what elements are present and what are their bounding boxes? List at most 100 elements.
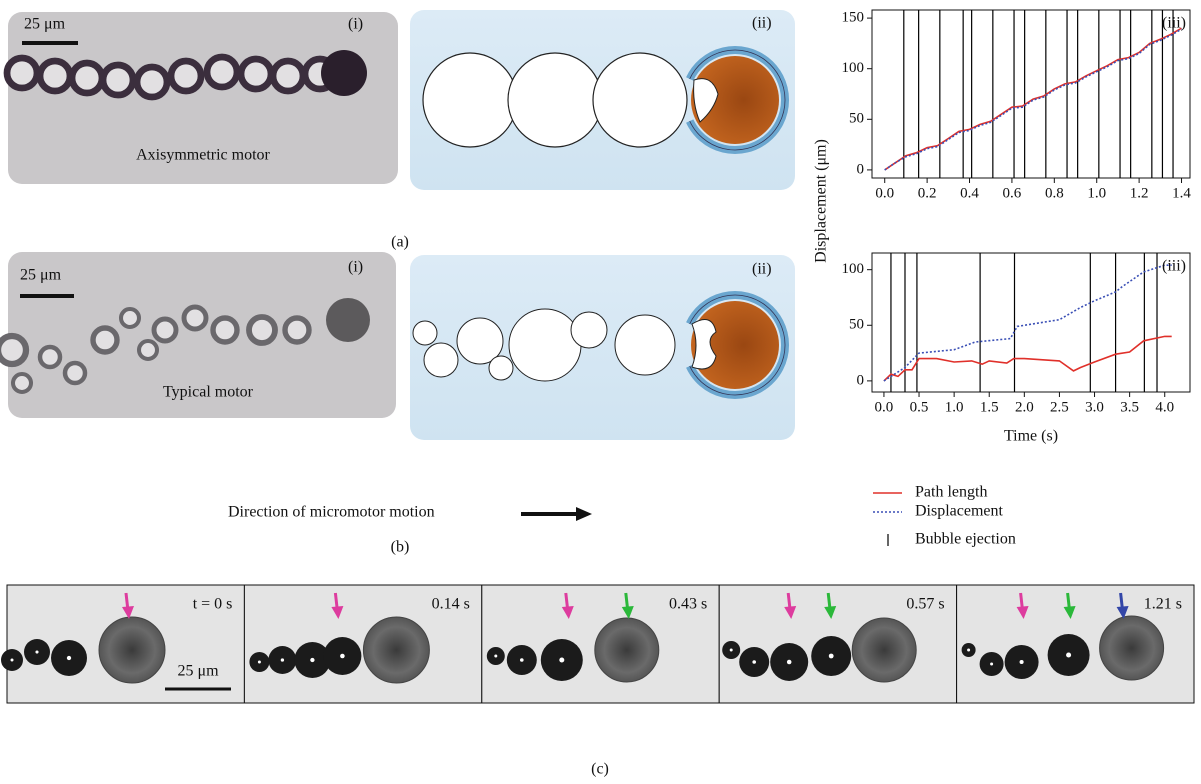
arrowhead — [122, 606, 134, 619]
x-tick-label: 3.5 — [1120, 399, 1139, 415]
x-tick-label: 1.4 — [1172, 185, 1191, 201]
direction-label: Direction of micromotor motion — [228, 504, 435, 521]
x-tick-label: 3.0 — [1085, 399, 1104, 415]
bubble — [237, 55, 275, 93]
bubble — [167, 57, 205, 95]
motor-core — [691, 301, 779, 389]
bubble-highlight — [494, 654, 498, 658]
bubble — [488, 355, 514, 381]
arrowhead — [824, 606, 837, 619]
time-label: 0.43 s — [669, 596, 707, 613]
bubble — [151, 316, 179, 344]
panel-tag: (iii) — [1162, 258, 1186, 275]
bubble-highlight — [786, 659, 792, 665]
x-tick-label: 2.5 — [1050, 399, 1069, 415]
bubble — [133, 63, 171, 101]
motor — [321, 50, 367, 96]
motor — [362, 616, 430, 684]
arrowhead — [1063, 606, 1076, 619]
series-line — [884, 27, 1182, 171]
bubble-highlight — [280, 658, 285, 662]
motor-cavity — [693, 78, 719, 123]
y-tick-label: 50 — [849, 111, 864, 127]
time-label: 1.21 s — [1144, 596, 1182, 613]
motor — [851, 617, 917, 683]
y-tick-label: 50 — [849, 317, 864, 333]
panel-label: (b) — [391, 539, 410, 556]
photo-a: 25 μm (i) Axisymmetric motor — [3, 12, 398, 184]
x-tick-label: 4.0 — [1155, 399, 1174, 415]
schematic-a: (ii) — [410, 10, 795, 190]
x-tick-label: 0.0 — [875, 399, 894, 415]
x-tick-label: 0.4 — [960, 185, 979, 201]
motor-core — [691, 56, 779, 144]
x-tick-label: 1.5 — [980, 399, 999, 415]
time-label: t = 0 s — [193, 596, 233, 613]
x-tick-label: 1.0 — [945, 399, 964, 415]
bubble — [0, 332, 30, 368]
y-tick-label: 0 — [857, 161, 865, 177]
bubble-highlight — [559, 657, 565, 663]
caption: Axisymmetric motor — [136, 147, 270, 164]
bubble — [423, 342, 459, 378]
x-tick-label: 2.0 — [1015, 399, 1034, 415]
panel-tag: (i) — [348, 259, 363, 276]
y-tick-label: 0 — [857, 372, 865, 388]
arrowhead — [561, 606, 574, 619]
panel-tag: (i) — [348, 16, 363, 33]
bubble — [422, 52, 518, 148]
bubble-highlight — [828, 653, 834, 659]
bubble-highlight — [10, 658, 14, 662]
bubble — [203, 53, 241, 91]
bubble-highlight — [1019, 659, 1024, 665]
bubble — [37, 344, 63, 370]
y-axis-label: Displacement (μm) — [813, 139, 830, 263]
scale-label: 25 μm — [177, 663, 219, 680]
motor — [326, 298, 370, 342]
bubble — [62, 360, 88, 386]
motor-cavity — [691, 319, 717, 370]
direction-arrowhead — [576, 507, 592, 521]
legend-label: Path length — [915, 484, 987, 501]
bubble — [456, 317, 504, 365]
bubble — [570, 311, 608, 349]
schematic-background — [410, 255, 795, 440]
bubble — [614, 314, 676, 376]
bubble-highlight — [967, 648, 971, 652]
time-label: 0.57 s — [906, 596, 944, 613]
x-tick-label: 1.0 — [1087, 185, 1106, 201]
motor-shell-edge — [689, 294, 786, 396]
panel-tag: (ii) — [752, 261, 772, 278]
arrowhead — [1116, 606, 1129, 619]
bubble — [99, 61, 137, 99]
charts: 0.0 0.2 0.4 0.6 0.8 1.0 1.2 1.4 0 50 100 150 (iii) Di… — [813, 9, 1191, 548]
bubble — [210, 315, 240, 345]
bubble-highlight — [66, 655, 72, 661]
bubble — [118, 306, 142, 330]
photo-b: 25 μm (i) Typical motor — [0, 252, 396, 418]
bubble-highlight — [752, 660, 756, 664]
bubble — [90, 325, 120, 355]
bubble-highlight — [310, 657, 315, 663]
arrowhead — [331, 606, 344, 619]
bubble-highlight — [729, 648, 733, 652]
bubble-trail — [0, 304, 312, 395]
x-tick-label: 0.5 — [910, 399, 929, 415]
bubble — [10, 371, 34, 395]
bubble — [3, 54, 41, 92]
bubble — [181, 304, 209, 332]
panel-tag: (ii) — [752, 15, 772, 32]
panel-label: (a) — [391, 234, 409, 251]
photo-background — [8, 252, 396, 418]
x-axis-label: Time (s) — [1004, 428, 1058, 445]
bubble — [68, 59, 106, 97]
bubble-highlight — [257, 660, 261, 664]
bubble — [246, 314, 278, 346]
bubble — [36, 57, 74, 95]
y-tick-label: 150 — [842, 10, 865, 26]
bubble-highlight — [35, 650, 39, 654]
panel-label: (c) — [591, 761, 609, 778]
frame — [243, 584, 483, 704]
legend-label: Displacement — [915, 503, 1004, 520]
